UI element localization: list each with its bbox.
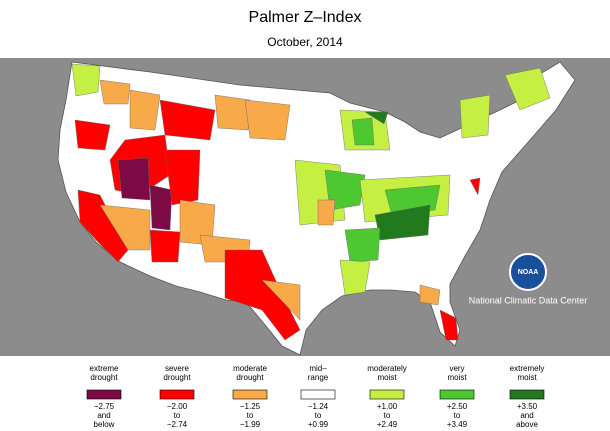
legend-label: extreme [90,364,119,373]
climate-region [504,67,551,111]
legend-label: range [308,373,329,382]
climate-region [469,177,481,196]
legend-label: extremely [510,364,545,373]
climate-region [99,79,131,105]
legend-label: moderately [367,364,407,373]
legend-label: drought [163,373,191,382]
climate-region [364,111,389,125]
legend-range: +0.99 [308,420,329,429]
climate-region [149,229,181,263]
logo-caption: National Climatic Data Center [469,295,588,305]
climate-region [344,227,381,263]
legend-swatch [159,389,195,400]
climate-region [77,189,129,263]
legend-label: drought [236,373,264,382]
legend-label: moist [447,373,467,382]
legend-range: +3.50 [517,402,538,411]
climate-region [129,89,161,131]
subtitle: October, 2014 [267,35,343,49]
legend-range: below [94,420,115,429]
legend-range: to [454,411,461,420]
legend-label: severe [165,364,190,373]
title: Palmer Z–Index [249,9,362,26]
legend-range: +2.50 [447,402,468,411]
legend-range: −2.74 [167,420,188,429]
climate-region [459,94,491,139]
climate-region [71,63,101,97]
legend-label: drought [90,373,118,382]
climate-region [351,117,375,146]
legend-range: and [520,411,533,420]
climate-region [214,94,251,131]
legend-range: above [516,420,538,429]
legend-label: moist [377,373,397,382]
legend-label: moist [517,373,537,382]
climate-region [317,199,336,226]
legend-range: −1.24 [308,402,329,411]
legend-range: to [174,411,181,420]
legend-range: −1.99 [240,420,261,429]
climate-region [439,309,459,341]
logo-text: NOAA [518,269,539,276]
legend-range: −2.75 [94,402,115,411]
legend-range: +2.49 [377,420,398,429]
legend-range: to [247,411,254,420]
logo-emblem [509,253,547,291]
legend-label: mid– [309,364,327,373]
legend-label: very [449,364,464,373]
legend-swatch [232,389,268,400]
climate-region [339,259,371,296]
climate-region [224,249,301,341]
legend-range: +1.00 [377,402,398,411]
legend-swatch [300,389,336,400]
legend-label: moderate [233,364,267,373]
climate-region [419,284,441,306]
climate-region [149,184,173,231]
climate-region [74,119,111,151]
legend-range: +3.49 [447,420,468,429]
climate-region [117,157,151,201]
climate-region [164,149,201,206]
legend-swatch [86,389,122,400]
legend-range: and [97,411,110,420]
legend-range: to [384,411,391,420]
climate-region [159,99,216,141]
legend-range: to [315,411,322,420]
legend-swatch [439,389,475,400]
legend-swatch [369,389,405,400]
climate-region [99,204,151,251]
legend-range: −2.00 [167,402,188,411]
climate-region [261,279,301,321]
climate-region [244,99,291,141]
legend-swatch [509,389,545,400]
legend-range: −1.25 [240,402,261,411]
